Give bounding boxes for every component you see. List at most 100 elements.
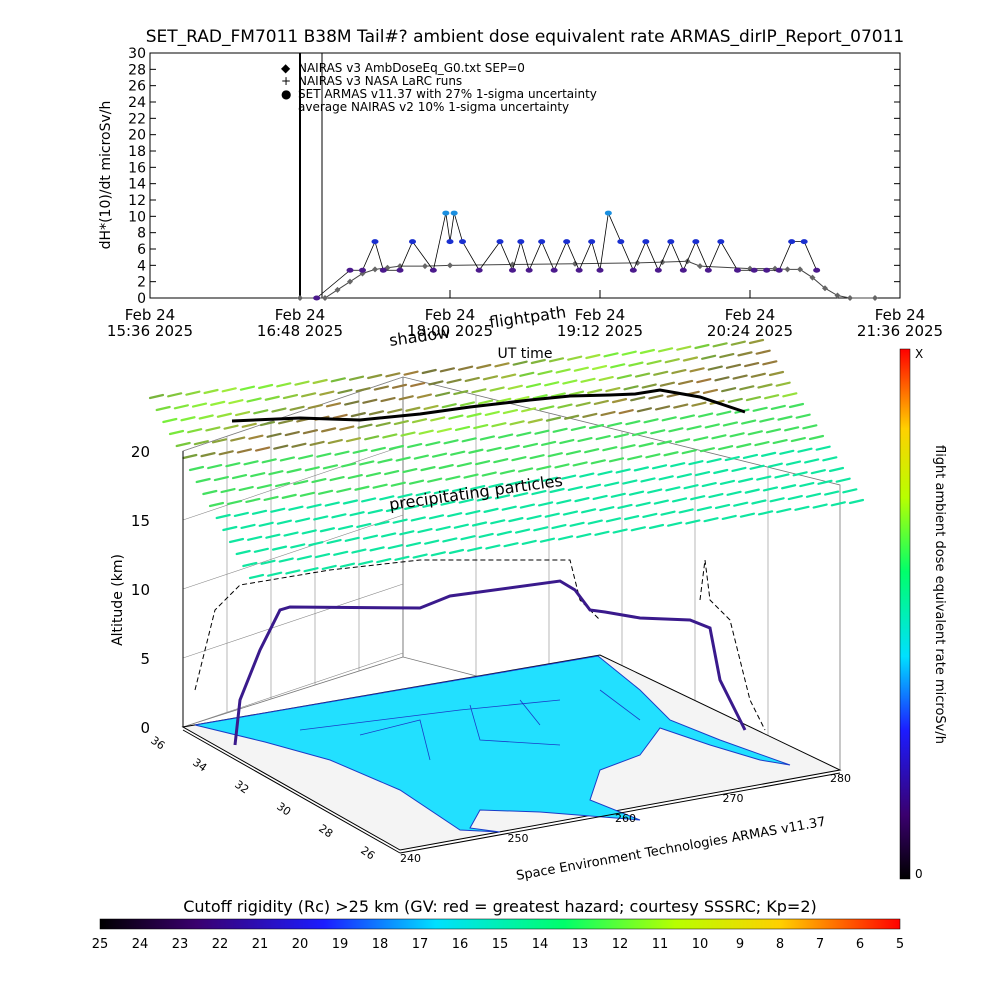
- armas-point: [346, 267, 354, 273]
- particle-mark: [168, 429, 185, 436]
- particle-mark: [188, 465, 205, 472]
- particle-mark: [491, 422, 507, 428]
- particle-mark: [268, 470, 284, 476]
- particle-mark: [545, 416, 562, 422]
- credit-label: Space Environment Technologies ARMAS v11…: [515, 815, 827, 884]
- armas-point: [517, 239, 525, 245]
- particle-mark: [435, 525, 451, 531]
- x-tick-date: Feb 24: [725, 306, 775, 324]
- armas-point: [717, 239, 725, 245]
- particle-mark: [488, 482, 504, 489]
- particle-mark: [605, 386, 621, 393]
- y-tick-label: 10: [128, 209, 146, 225]
- particle-mark: [688, 460, 704, 466]
- particle-mark: [608, 457, 625, 463]
- particle-mark: [296, 555, 312, 561]
- nairas-v3-series: [297, 258, 878, 301]
- grid-line: [182, 583, 404, 659]
- particle-mark: [430, 551, 446, 557]
- particle-mark: [422, 502, 438, 508]
- particle-mark: [691, 401, 707, 407]
- particle-mark: [281, 493, 297, 499]
- rigidity-tick-label: 16: [452, 937, 469, 952]
- particle-mark: [294, 380, 310, 386]
- y-tick-label: 6: [137, 242, 146, 258]
- particle-mark: [393, 419, 409, 426]
- nairas-v3-point: [572, 260, 578, 267]
- particle-mark: [642, 512, 658, 518]
- armas-point: [442, 210, 450, 216]
- particle-mark: [483, 507, 499, 513]
- particle-mark: [276, 382, 292, 388]
- particle-mark: [616, 374, 632, 380]
- particle-mark: [623, 385, 639, 391]
- particle-mark: [788, 402, 805, 409]
- perspective-plot: shadow flightpath precipitating particle…: [110, 302, 865, 884]
- particle-mark: [678, 508, 694, 514]
- armas-point: [509, 267, 516, 273]
- particle-mark: [607, 421, 623, 428]
- particle-mark: [555, 368, 571, 374]
- armas-point: [563, 239, 571, 245]
- particle-mark: [613, 433, 629, 439]
- particle-mark: [395, 456, 411, 462]
- particle-mark: [722, 421, 739, 427]
- particle-mark: [673, 403, 689, 409]
- particle-mark: [810, 469, 826, 475]
- particle-mark: [182, 453, 198, 460]
- particle-mark: [677, 379, 694, 386]
- y-tick-label: 0: [137, 291, 146, 307]
- particle-mark: [805, 492, 822, 498]
- particle-mark: [308, 541, 324, 547]
- particle-mark: [258, 521, 274, 527]
- particle-mark: [277, 419, 294, 425]
- lat-tick-label: 34: [190, 756, 209, 775]
- rigidity-tick-label: 21: [252, 937, 269, 952]
- particle-mark: [501, 505, 517, 511]
- particle-mark: [822, 456, 838, 462]
- particle-mark: [459, 401, 476, 407]
- particle-mark: [423, 404, 439, 411]
- particle-mark: [534, 429, 550, 435]
- particle-mark: [570, 425, 586, 432]
- particle-mark: [704, 423, 720, 429]
- particle-mark: [446, 378, 462, 384]
- particle-mark: [354, 485, 370, 491]
- particle-mark: [702, 388, 719, 395]
- particle-mark: [412, 553, 428, 559]
- particle-mark: [587, 388, 603, 394]
- particle-mark: [799, 481, 815, 488]
- y-tick-label: 28: [128, 62, 146, 78]
- particle-mark: [301, 529, 317, 535]
- particle-mark: [222, 525, 238, 532]
- y-tick-label: 12: [128, 193, 146, 209]
- particle-mark: [427, 477, 443, 483]
- armas-point: [800, 239, 808, 245]
- particle-mark: [679, 414, 696, 420]
- particle-mark: [521, 407, 537, 413]
- particle-mark: [279, 456, 296, 462]
- particle-mark: [460, 535, 476, 541]
- particle-mark: [251, 509, 268, 515]
- particle-mark: [634, 372, 651, 378]
- particle-mark: [456, 462, 472, 468]
- particle-mark: [228, 537, 245, 544]
- particle-mark: [248, 573, 265, 580]
- armas-point: [450, 210, 458, 216]
- particle-mark: [357, 423, 373, 429]
- particle-mark: [324, 501, 340, 507]
- rigidity-ticks: 25 24 23 22 21 20 19 18 17 16 15 14 13 12 11 10 9 8 7 6 5: [92, 937, 904, 952]
- particle-mark: [440, 500, 456, 506]
- armas-point: [704, 267, 712, 273]
- particle-mark: [351, 548, 367, 554]
- lon-tick-label: 270: [723, 792, 744, 805]
- particle-mark: [349, 511, 365, 517]
- particle-mark: [542, 476, 559, 482]
- particle-mark: [525, 382, 542, 389]
- particle-mark: [605, 517, 622, 523]
- particle-mark: [848, 498, 865, 505]
- particle-mark: [511, 456, 527, 462]
- particle-mark: [448, 414, 464, 420]
- particle-mark: [198, 414, 214, 420]
